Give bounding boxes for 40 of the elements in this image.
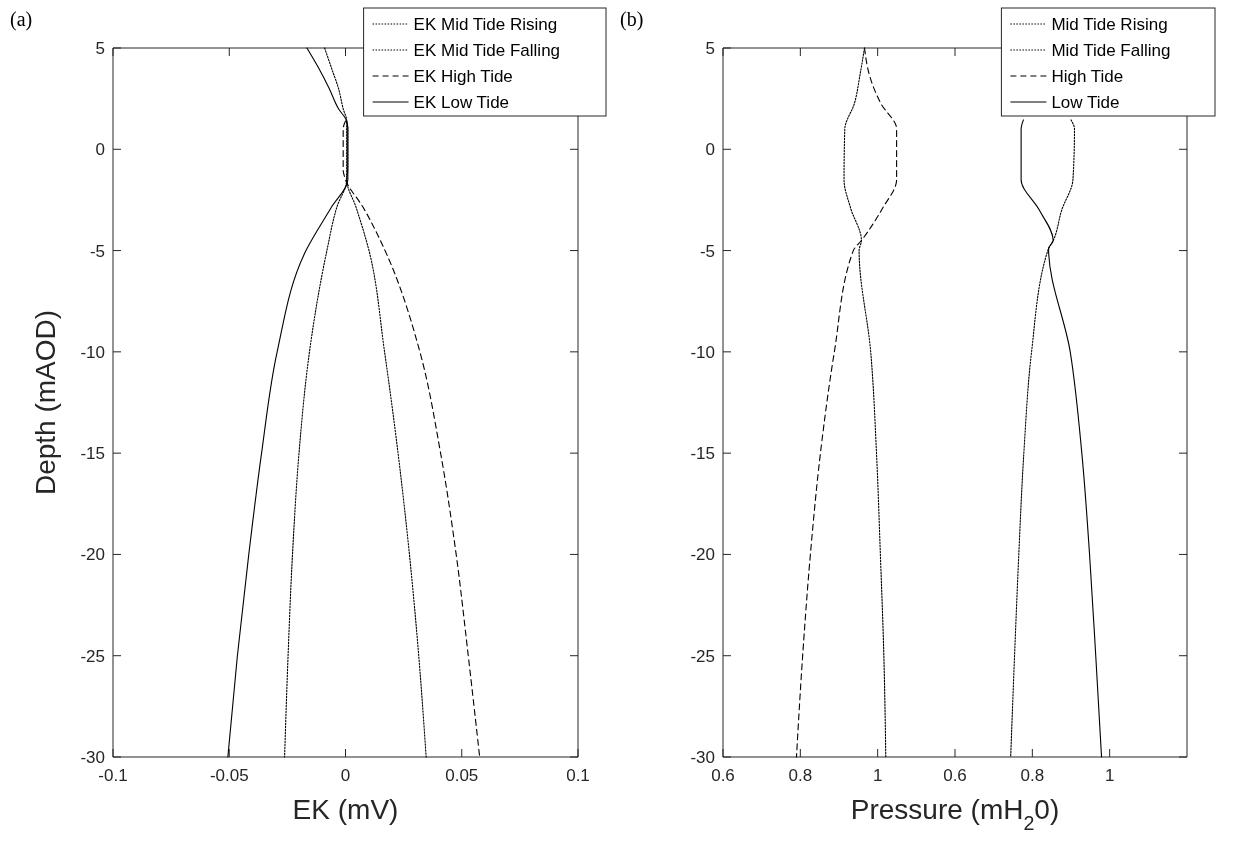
legend-label: EK High Tide <box>413 67 513 86</box>
x-tick-label: 0.6 <box>711 766 735 785</box>
x-tick-label: 0.6 <box>943 766 967 785</box>
legend-label: Mid Tide Falling <box>1051 41 1171 60</box>
text: (a) <box>10 8 33 31</box>
x-tick-label: -0.1 <box>98 766 128 785</box>
y-tick-label: 0 <box>705 140 715 160</box>
y-tick-label: -5 <box>89 241 105 261</box>
x-tick-label: 0 <box>340 766 351 785</box>
legend-label: EK Mid Tide Falling <box>413 41 561 60</box>
x-tick-label: 0.8 <box>1020 766 1045 785</box>
y-tick-label: -30 <box>80 748 105 767</box>
y-axis-title: Depth (mAOD) <box>30 309 61 496</box>
y-tick-label: 0 <box>95 140 105 160</box>
x-axis-title: EK (mV) <box>292 794 399 825</box>
text: High Tide <box>1051 67 1124 86</box>
y-tick-label: -15 <box>690 444 715 464</box>
x-tick-label: -0.05 <box>209 766 249 785</box>
text: Mid Tide Rising <box>1051 15 1168 34</box>
legend-label: Low Tide <box>1051 93 1120 112</box>
y-tick-label: -25 <box>690 646 715 666</box>
x-tick-label: 1 <box>872 766 883 785</box>
legend-label: EK Low Tide <box>413 93 510 112</box>
y-tick-label: -10 <box>690 342 715 362</box>
text: (b) <box>620 8 644 31</box>
x-tick-label: 0.1 <box>566 766 590 785</box>
y-tick-label: -5 <box>699 241 715 261</box>
y-tick-label: 5 <box>705 39 715 58</box>
y-tick-label: -10 <box>80 342 105 362</box>
y-tick-label: -30 <box>690 748 715 767</box>
y-tick-label: -20 <box>690 545 715 565</box>
x-tick-label: 0.8 <box>788 766 813 785</box>
x-tick-label: 1 <box>1104 766 1115 785</box>
legend-label: EK Mid Tide Rising <box>413 15 558 34</box>
y-tick-label: -15 <box>80 444 105 464</box>
y-tick-label: -25 <box>80 646 105 666</box>
y-tick-label: -20 <box>80 545 105 565</box>
y-tick-label: 5 <box>95 39 105 58</box>
x-tick-label: 0.05 <box>445 766 479 785</box>
x-axis-title: Pressure (mH$_{2}$0) <box>850 794 1060 834</box>
